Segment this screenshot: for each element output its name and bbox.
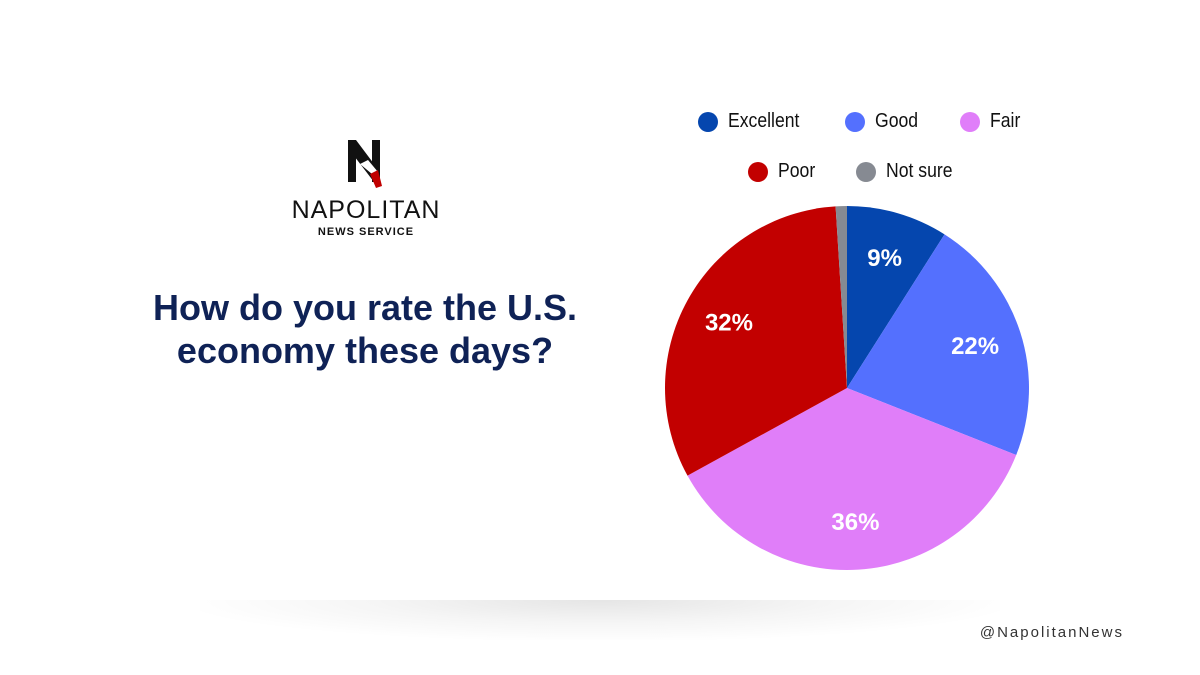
card-shadow: [200, 600, 1000, 640]
pie-slice-fair: [687, 388, 1017, 570]
legend-swatch: [698, 111, 718, 132]
chart-question: How do you rate the U.S. economy these d…: [152, 287, 578, 371]
legend-item-excellent: Excellent: [698, 110, 809, 133]
pie-label-fair: 36%: [831, 509, 879, 536]
legend-label: Excellent: [728, 110, 800, 132]
pie-slice-poor: [665, 206, 847, 476]
pie-slice-not-sure: [835, 206, 847, 388]
brand-subtitle: NEWS SERVICE: [317, 226, 415, 238]
legend-item-not-sure: Not sure: [856, 160, 962, 183]
napolitan-n-icon: [348, 140, 382, 188]
legend-label: Fair: [990, 110, 1021, 132]
legend-label: Not sure: [886, 160, 953, 182]
legend-swatch: [960, 111, 981, 132]
pie-label-good: 22%: [951, 333, 999, 360]
napolitan-logo: NAPOLITAN NEWS SERVICE: [280, 138, 452, 238]
legend-item-poor: Poor: [748, 160, 820, 183]
brand-name: NAPOLITAN: [291, 196, 441, 224]
pie-label-poor: 32%: [705, 310, 753, 337]
legend-item-fair: Fair: [960, 110, 1024, 133]
legend-swatch: [748, 161, 768, 182]
pie-slice-excellent: [847, 206, 945, 388]
legend-row-top: Excellent Good Fair: [698, 110, 1025, 133]
legend-row-bottom: Poor Not sure: [748, 160, 962, 183]
social-handle: @NapolitanNews: [979, 624, 1124, 641]
legend-label: Poor: [778, 160, 816, 182]
legend-swatch: [845, 111, 866, 132]
legend-label: Good: [875, 110, 919, 132]
legend-swatch: [856, 161, 877, 182]
legend-item-good: Good: [845, 110, 924, 133]
pie-label-excellent: 9%: [867, 245, 902, 272]
pie-slice-good: [847, 234, 1029, 455]
